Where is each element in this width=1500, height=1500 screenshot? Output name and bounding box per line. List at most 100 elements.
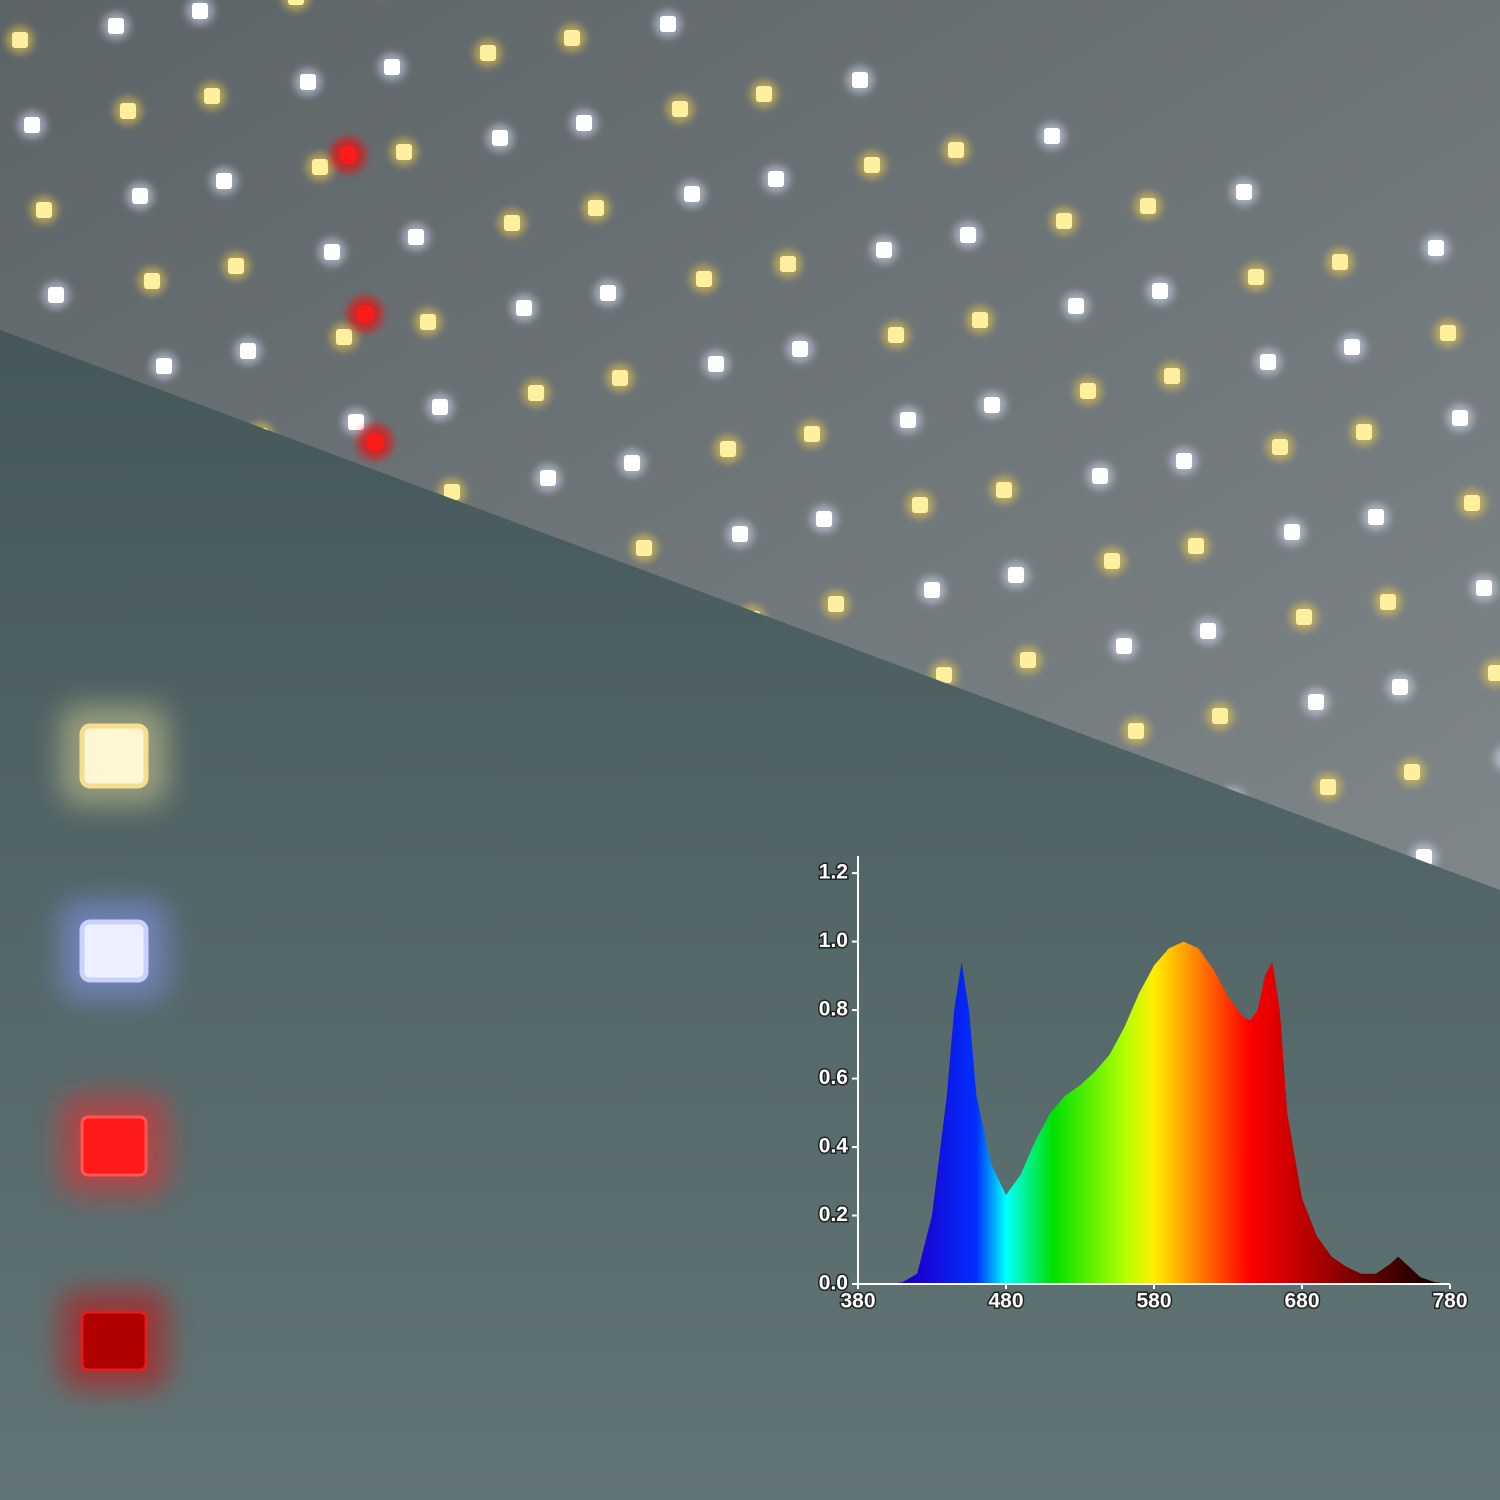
y-tick-label: 1.0	[819, 929, 848, 952]
led	[312, 159, 328, 175]
led	[588, 200, 604, 216]
red-led	[356, 305, 374, 323]
led	[1092, 468, 1108, 484]
led	[1068, 298, 1084, 314]
led	[480, 45, 496, 61]
led	[324, 244, 340, 260]
led	[1320, 779, 1336, 795]
x-tick-label: 480	[988, 1290, 1023, 1313]
led	[852, 72, 868, 88]
red-led	[80, 1115, 148, 1177]
led	[384, 59, 400, 75]
led	[1476, 580, 1492, 596]
led	[972, 312, 988, 328]
led	[876, 242, 892, 258]
led	[660, 16, 676, 32]
led	[564, 30, 580, 46]
led	[1260, 354, 1276, 370]
led	[156, 358, 172, 374]
x-tick-label: 580	[1136, 1290, 1171, 1313]
led	[1056, 213, 1072, 229]
led	[444, 484, 460, 500]
x-tick-label: 780	[1432, 1290, 1467, 1313]
led	[492, 130, 508, 146]
led	[516, 300, 532, 316]
y-tick-label: 0.6	[819, 1066, 848, 1089]
led	[192, 3, 208, 19]
led	[1356, 424, 1372, 440]
led	[1044, 128, 1060, 144]
led	[720, 441, 736, 457]
x-tick-label: 380	[840, 1290, 875, 1313]
y-tick-label: 1.2	[819, 861, 848, 884]
led	[1104, 553, 1120, 569]
led	[1212, 708, 1228, 724]
led	[924, 582, 940, 598]
led	[900, 412, 916, 428]
led	[24, 117, 40, 133]
led	[1464, 495, 1480, 511]
led	[300, 74, 316, 90]
y-tick-label: 0.4	[819, 1135, 849, 1158]
led	[540, 470, 556, 486]
led	[1308, 694, 1324, 710]
led	[288, 0, 304, 5]
led	[1284, 524, 1300, 540]
led	[1140, 198, 1156, 214]
led	[216, 173, 232, 189]
led	[1428, 240, 1444, 256]
y-tick-label: 0.0	[819, 1272, 848, 1295]
led	[732, 526, 748, 542]
led	[1440, 325, 1456, 341]
led	[1152, 283, 1168, 299]
led	[996, 482, 1012, 498]
led	[120, 103, 136, 119]
led	[936, 667, 952, 683]
led	[708, 356, 724, 372]
red-led	[366, 433, 384, 451]
led	[1008, 567, 1024, 583]
led	[1392, 679, 1408, 695]
led	[228, 258, 244, 274]
led	[408, 229, 424, 245]
led	[1344, 339, 1360, 355]
led	[1116, 638, 1132, 654]
led	[1332, 254, 1348, 270]
led	[504, 215, 520, 231]
led	[108, 18, 124, 34]
led	[1368, 509, 1384, 525]
led	[1248, 269, 1264, 285]
led	[684, 186, 700, 202]
led	[1452, 410, 1468, 426]
led	[48, 287, 64, 303]
led	[984, 397, 1000, 413]
led-types	[60, 705, 168, 1390]
y-tick-label: 0.2	[819, 1203, 848, 1226]
led	[1296, 609, 1312, 625]
led	[1176, 453, 1192, 469]
led	[576, 115, 592, 131]
cool-white-led	[79, 919, 149, 983]
led	[1380, 594, 1396, 610]
led	[960, 227, 976, 243]
led-panel	[0, 0, 1500, 890]
led	[816, 511, 832, 527]
led	[1200, 623, 1216, 639]
led	[240, 343, 256, 359]
led	[612, 370, 628, 386]
led	[1188, 538, 1204, 554]
led	[1128, 723, 1144, 739]
led	[1236, 184, 1252, 200]
led	[1272, 439, 1288, 455]
led	[672, 101, 688, 117]
led	[948, 142, 964, 158]
red-led	[339, 146, 357, 164]
led	[1080, 383, 1096, 399]
led	[756, 86, 772, 102]
led	[132, 188, 148, 204]
led	[696, 271, 712, 287]
far-red-led	[80, 1310, 148, 1372]
led	[144, 273, 160, 289]
led	[204, 88, 220, 104]
